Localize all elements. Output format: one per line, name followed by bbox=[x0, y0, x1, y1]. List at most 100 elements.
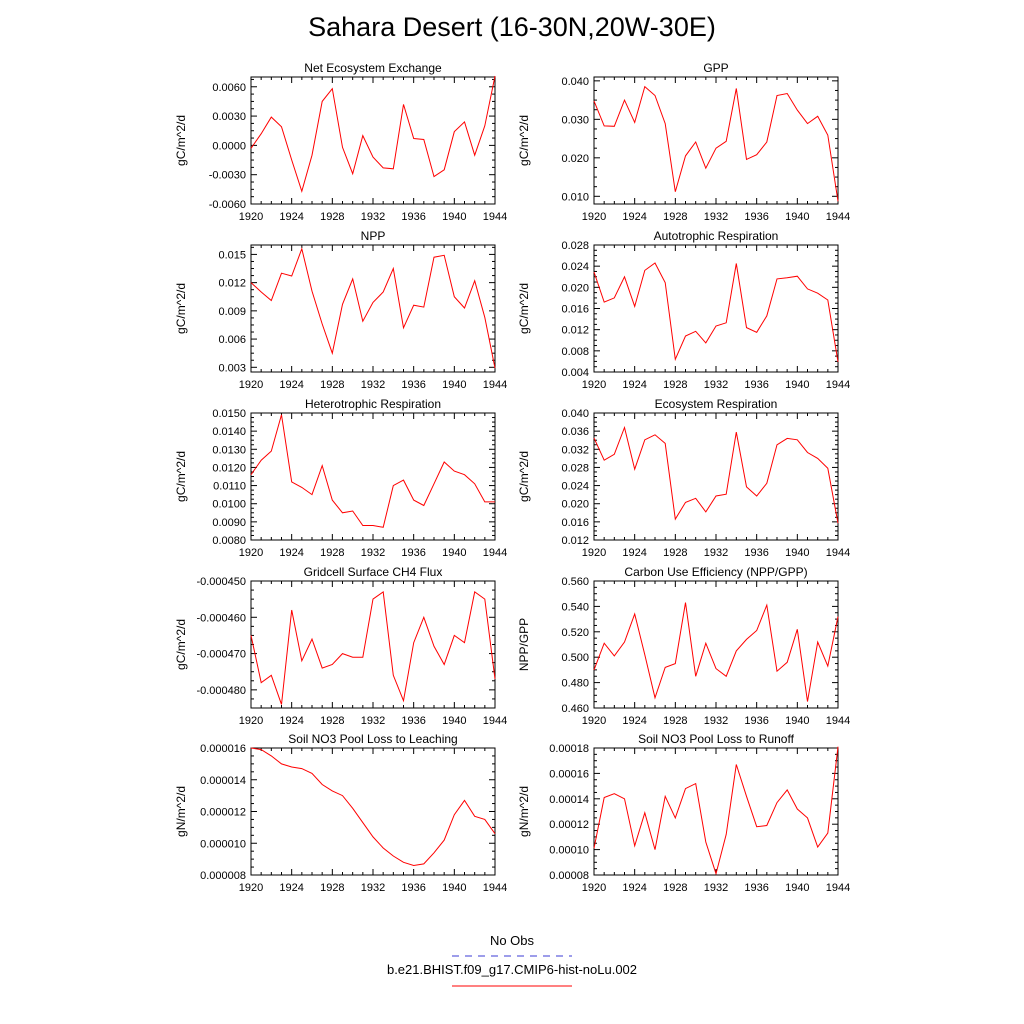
y-tick-label: 0.520 bbox=[561, 627, 589, 639]
x-tick-label: 1936 bbox=[401, 882, 425, 894]
x-tick-label: 1924 bbox=[279, 211, 303, 223]
y-tick-label: 0.012 bbox=[561, 535, 589, 547]
panel-1: GPP gC/m^2/d 1920 1924 1928 1932 1936 1940 1944 0… bbox=[517, 61, 850, 223]
y-tick-label: 0.560 bbox=[561, 576, 589, 588]
y-axis-label: gC/m^2/d bbox=[517, 115, 531, 166]
y-tick-label: 0.0080 bbox=[212, 535, 246, 547]
plot-frame bbox=[593, 580, 839, 709]
x-tick-label: 1928 bbox=[320, 379, 344, 391]
x-tick-label: 1924 bbox=[622, 547, 646, 559]
series-line bbox=[593, 85, 839, 202]
y-axis-label: gC/m^2/d bbox=[174, 619, 188, 670]
y-tick-label: 0.032 bbox=[561, 444, 589, 456]
panel-7: Carbon Use Efficiency (NPP/GPP) NPP/GPP 19… bbox=[517, 565, 850, 727]
y-tick-label: 0.000012 bbox=[200, 807, 246, 819]
x-tick-label: 1932 bbox=[361, 379, 385, 391]
legend-label-no-obs: No Obs bbox=[489, 933, 535, 948]
x-tick-label: 1924 bbox=[279, 715, 303, 727]
panel-title: Heterotrophic Respiration bbox=[305, 397, 441, 411]
plot-frame bbox=[250, 412, 496, 541]
y-tick-label: -0.000480 bbox=[196, 685, 246, 697]
y-tick-label: 0.0130 bbox=[212, 444, 246, 456]
panel-title: Gridcell Surface CH4 Flux bbox=[304, 565, 443, 579]
y-tick-label: 0.00018 bbox=[549, 743, 589, 755]
legend-label-model: b.e21.BHIST.f09_g17.CMIP6-hist-noLu.002 bbox=[386, 962, 638, 977]
x-tick-label: 1936 bbox=[744, 715, 768, 727]
series-line bbox=[593, 262, 839, 362]
x-tick-label: 1936 bbox=[401, 547, 425, 559]
plot-frame bbox=[593, 747, 839, 876]
panel-3: Autotrophic Respiration gC/m^2/d 1920 1924 1… bbox=[517, 229, 850, 391]
panel-4: Heterotrophic Respiration gC/m^2/d 1920 192… bbox=[174, 397, 507, 559]
x-tick-label: 1932 bbox=[361, 882, 385, 894]
x-tick-label: 1936 bbox=[744, 379, 768, 391]
y-tick-label: 0.003 bbox=[218, 362, 246, 374]
x-tick-label: 1944 bbox=[826, 211, 850, 223]
series-line bbox=[593, 746, 839, 876]
panel-title: GPP bbox=[703, 61, 728, 75]
x-tick-label: 1944 bbox=[483, 715, 507, 727]
panel-title: Carbon Use Efficiency (NPP/GPP) bbox=[624, 565, 807, 579]
x-tick-label: 1928 bbox=[663, 211, 687, 223]
y-tick-label: 0.020 bbox=[561, 499, 589, 511]
plot-frame bbox=[593, 412, 839, 541]
x-tick-label: 1928 bbox=[663, 715, 687, 727]
y-tick-label: -0.0030 bbox=[209, 170, 246, 182]
y-tick-label: 0.040 bbox=[561, 76, 589, 88]
y-tick-label: 0.460 bbox=[561, 703, 589, 715]
x-tick-label: 1944 bbox=[826, 715, 850, 727]
panel-title: Soil NO3 Pool Loss to Runoff bbox=[638, 732, 795, 746]
y-axis-label: NPP/GPP bbox=[517, 618, 531, 671]
legend-entry-no-obs: No Obs bbox=[0, 933, 1024, 961]
y-tick-label: 0.0150 bbox=[212, 408, 246, 420]
x-tick-label: 1940 bbox=[785, 547, 809, 559]
legend-swatch-model bbox=[452, 985, 572, 987]
plot-frame bbox=[593, 76, 839, 205]
x-tick-label: 1936 bbox=[744, 882, 768, 894]
y-tick-label: 0.000016 bbox=[200, 743, 246, 755]
y-tick-label: -0.000450 bbox=[196, 576, 246, 588]
y-tick-label: 0.00016 bbox=[549, 768, 589, 780]
y-tick-label: 0.0060 bbox=[212, 82, 246, 94]
y-tick-label: 0.000014 bbox=[200, 775, 246, 787]
x-tick-label: 1920 bbox=[582, 547, 606, 559]
x-tick-label: 1944 bbox=[483, 547, 507, 559]
panel-8: Soil NO3 Pool Loss to Leaching gN/m^2/d 19… bbox=[174, 732, 507, 894]
y-tick-label: 0.010 bbox=[561, 191, 589, 203]
y-tick-label: 0.0100 bbox=[212, 499, 246, 511]
x-tick-label: 1944 bbox=[826, 882, 850, 894]
y-tick-label: 0.004 bbox=[561, 367, 589, 379]
y-tick-label: -0.000460 bbox=[196, 612, 246, 624]
x-tick-label: 1944 bbox=[483, 211, 507, 223]
x-tick-label: 1928 bbox=[320, 547, 344, 559]
y-axis-label: gN/m^2/d bbox=[174, 786, 188, 837]
panel-title: Autotrophic Respiration bbox=[654, 229, 779, 243]
x-tick-label: 1944 bbox=[483, 882, 507, 894]
y-tick-label: 0.500 bbox=[561, 652, 589, 664]
x-tick-label: 1920 bbox=[239, 882, 263, 894]
y-tick-label: 0.015 bbox=[218, 249, 246, 261]
x-tick-label: 1920 bbox=[239, 211, 263, 223]
x-tick-label: 1932 bbox=[704, 211, 728, 223]
x-tick-label: 1924 bbox=[622, 882, 646, 894]
x-tick-label: 1940 bbox=[442, 379, 466, 391]
y-tick-label: 0.0000 bbox=[212, 140, 246, 152]
y-tick-label: 0.024 bbox=[561, 261, 589, 273]
y-tick-label: 0.00014 bbox=[549, 794, 589, 806]
y-tick-label: -0.0060 bbox=[209, 199, 246, 211]
y-tick-label: 0.030 bbox=[561, 114, 589, 126]
x-tick-label: 1944 bbox=[483, 379, 507, 391]
x-tick-label: 1928 bbox=[320, 715, 344, 727]
plot-frame bbox=[250, 244, 496, 373]
y-tick-label: 0.036 bbox=[561, 426, 589, 438]
y-tick-label: 0.016 bbox=[561, 304, 589, 316]
x-tick-label: 1928 bbox=[320, 211, 344, 223]
x-tick-label: 1924 bbox=[622, 715, 646, 727]
y-axis-label: gC/m^2/d bbox=[517, 451, 531, 502]
y-tick-label: 0.012 bbox=[561, 325, 589, 337]
panel-9: Soil NO3 Pool Loss to Runoff gN/m^2/d 1920… bbox=[517, 732, 850, 894]
y-tick-label: 0.020 bbox=[561, 282, 589, 294]
series-line bbox=[250, 591, 496, 705]
y-axis-label: gC/m^2/d bbox=[174, 283, 188, 334]
x-tick-label: 1928 bbox=[663, 882, 687, 894]
